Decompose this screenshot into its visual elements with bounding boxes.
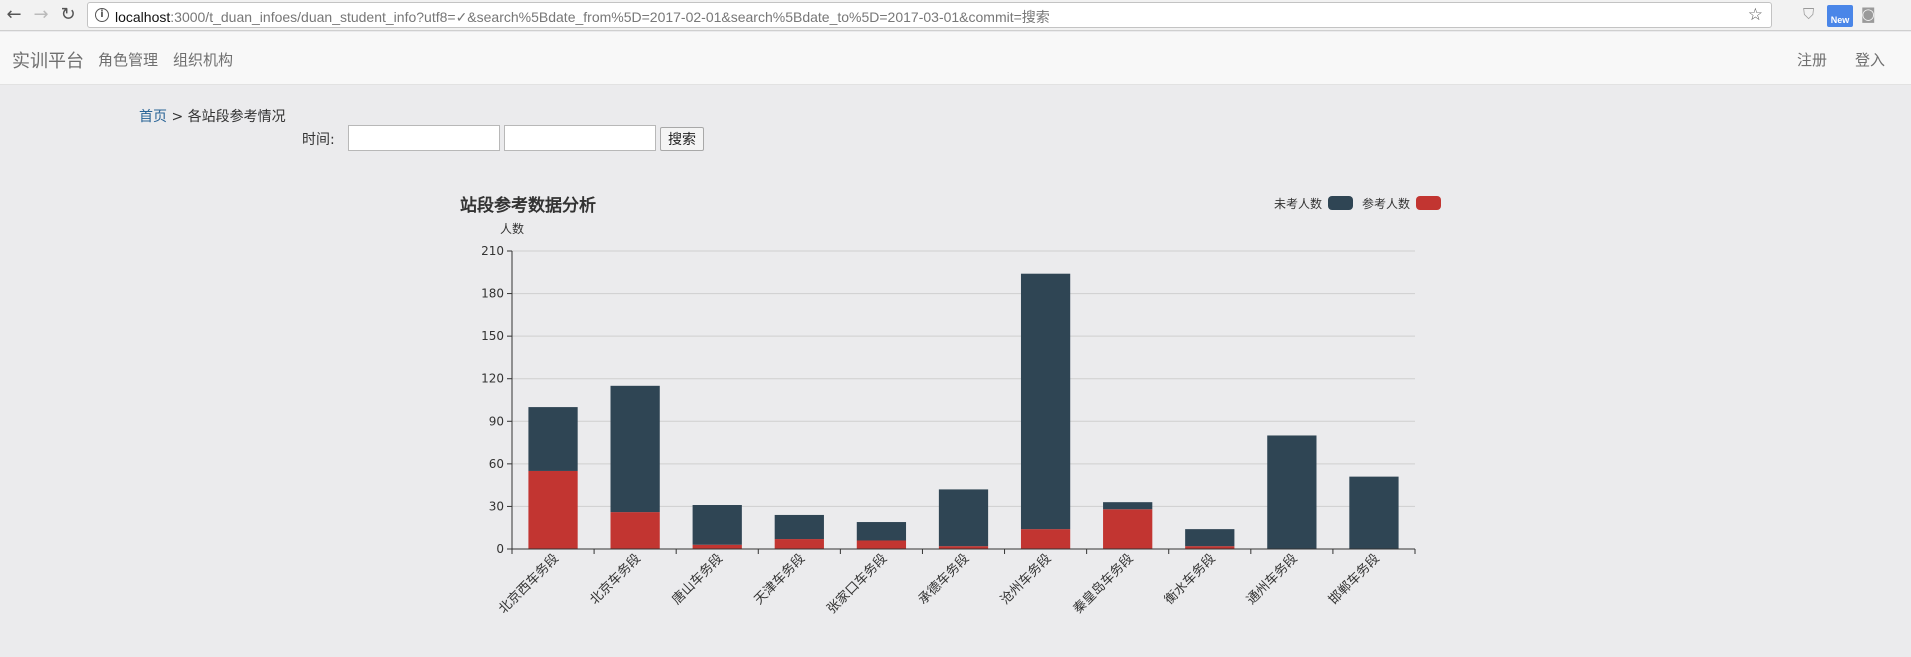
date-from-input[interactable] — [348, 125, 500, 151]
camera-icon[interactable]: ◙ — [1861, 5, 1876, 23]
x-tick-label: 秦皇岛车务段 — [1070, 551, 1136, 617]
bar-tested — [528, 470, 578, 549]
bar-untested — [610, 385, 660, 513]
top-navbar: 实训平台 角色管理 组织机构 注册 登入 — [0, 32, 1911, 85]
x-tick-label: 邯郸车务段 — [1325, 551, 1382, 608]
y-tick-label: 150 — [481, 329, 504, 343]
back-arrow-icon[interactable]: ← — [6, 4, 22, 25]
register-link[interactable]: 注册 — [1797, 51, 1828, 69]
y-tick-label: 60 — [489, 457, 504, 471]
url-host: localhost — [115, 9, 171, 25]
star-icon[interactable]: ☆ — [1747, 5, 1763, 25]
new-badge-label: New — [1830, 15, 1850, 25]
x-tick-label: 承德车务段 — [915, 551, 972, 608]
info-icon[interactable]: i — [95, 8, 109, 22]
x-tick-label: 通州车务段 — [1243, 551, 1300, 608]
bar-tested — [774, 539, 824, 549]
bar-untested — [856, 522, 907, 541]
y-tick-label: 180 — [481, 287, 504, 301]
legend-swatch[interactable] — [1416, 196, 1441, 210]
legend-swatch[interactable] — [1328, 196, 1353, 210]
y-tick-label: 0 — [496, 542, 504, 556]
breadcrumb-separator: > — [171, 109, 184, 125]
chart-title: 站段参考数据分析 — [460, 195, 596, 216]
x-tick-label: 沧州车务段 — [997, 551, 1054, 608]
legend-label[interactable]: 参考人数 — [1362, 196, 1410, 211]
y-tick-label: 90 — [489, 414, 504, 428]
new-badge-icon[interactable]: New — [1827, 5, 1853, 27]
bar-untested — [692, 505, 742, 545]
bar-untested — [938, 489, 989, 547]
breadcrumb-home-link[interactable]: 首页 — [139, 109, 167, 125]
url-path: :3000/t_duan_infoes/duan_student_info?ut… — [170, 9, 1050, 25]
x-tick-label: 张家口车务段 — [824, 551, 890, 617]
bar-untested — [1349, 476, 1399, 549]
date-to-input[interactable] — [504, 125, 656, 151]
forward-arrow-icon[interactable]: → — [33, 4, 49, 25]
x-tick-label: 天津车务段 — [751, 551, 808, 608]
bar-untested — [1267, 435, 1317, 549]
browser-toolbar: ← → ↻ i localhost:3000/t_duan_infoes/dua… — [0, 0, 1911, 31]
search-button[interactable]: 搜索 — [660, 127, 704, 151]
y-tick-label: 120 — [481, 372, 504, 386]
url-text[interactable]: localhost:3000/t_duan_infoes/duan_studen… — [115, 7, 1050, 27]
nav-link-roles[interactable]: 角色管理 — [98, 51, 159, 69]
brand-link[interactable]: 实训平台 — [12, 51, 84, 72]
breadcrumb: 首页 > 各站段参考情况 — [139, 106, 286, 126]
bar-tested — [1020, 529, 1071, 549]
bar-tested — [856, 540, 907, 549]
bar-untested — [528, 407, 578, 471]
bar-untested — [1185, 529, 1235, 547]
legend-label[interactable]: 未考人数 — [1274, 196, 1322, 211]
bar-tested — [692, 544, 742, 549]
bar-untested — [1103, 502, 1153, 510]
breadcrumb-current: 各站段参考情况 — [187, 109, 286, 125]
bar-tested — [1185, 546, 1235, 549]
login-link[interactable]: 登入 — [1855, 51, 1886, 69]
x-tick-label: 北京西车务段 — [495, 551, 561, 617]
y-tick-label: 30 — [489, 499, 504, 513]
address-bar[interactable]: i localhost:3000/t_duan_infoes/duan_stud… — [87, 2, 1772, 28]
x-tick-label: 衡水车务段 — [1161, 551, 1218, 608]
nav-link-org[interactable]: 组织机构 — [173, 51, 234, 69]
bar-tested — [1103, 509, 1153, 549]
bar-untested — [1020, 273, 1071, 530]
shield-icon[interactable]: ⛉ — [1803, 5, 1815, 23]
bar-tested — [610, 512, 660, 549]
search-date-label: 时间: — [302, 132, 335, 148]
y-tick-label: 210 — [481, 244, 504, 258]
bar-tested — [938, 546, 989, 549]
x-tick-label: 唐山车务段 — [669, 551, 726, 608]
y-axis-label: 人数 — [500, 221, 524, 236]
x-tick-label: 北京车务段 — [587, 551, 644, 608]
bar-untested — [774, 514, 824, 540]
reload-icon[interactable]: ↻ — [60, 4, 76, 25]
